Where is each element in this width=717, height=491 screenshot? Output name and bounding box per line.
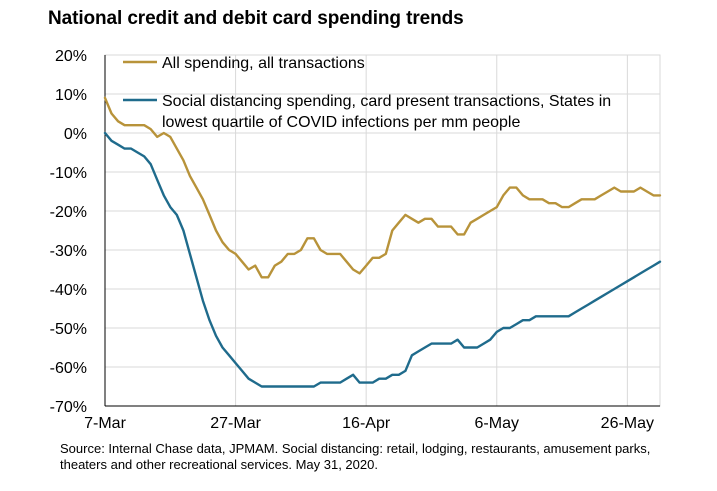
chart-title: National credit and debit card spending … — [48, 8, 464, 29]
y-tick-label: 0% — [64, 126, 87, 143]
y-tick-label: -60% — [50, 360, 87, 377]
y-tick-label: -50% — [50, 321, 87, 338]
series-line-social-distancing — [103, 131, 662, 388]
legend-label-social-distancing: Social distancing spending, card present… — [162, 93, 611, 131]
legend: All spending, all transactions Social dis… — [123, 55, 611, 131]
source-note: Source: Internal Chase data, JPMAM. Soci… — [60, 441, 651, 472]
y-tick-label: -70% — [50, 399, 87, 416]
series-lines — [103, 96, 662, 388]
series-line-all-spending — [103, 96, 662, 279]
y-tick-label: 20% — [55, 48, 87, 65]
y-tick-label: -30% — [50, 243, 87, 260]
x-axis: 7-Mar 27-Mar 16-Apr 6-May 26-May — [84, 405, 660, 432]
x-tick-label: 7-Mar — [84, 415, 126, 432]
legend-label-all-spending: All spending, all transactions — [162, 55, 365, 72]
legend-label-line: Social distancing spending, card present… — [162, 93, 611, 110]
y-tick-label: -40% — [50, 282, 87, 299]
x-tick-label: 16-Apr — [342, 415, 391, 432]
x-tick-label: 26-May — [601, 415, 654, 432]
y-tick-label: -20% — [50, 204, 87, 221]
legend-label-line: lowest quartile of COVID infections per … — [162, 114, 520, 131]
x-tick-label: 6-May — [475, 415, 519, 432]
y-tick-label: 10% — [55, 87, 87, 104]
y-axis: 20% 10% 0% -10% -20% -30% -40% -50% -60% -70% — [50, 48, 106, 416]
y-tick-label: -10% — [50, 165, 87, 182]
x-tick-label: 27-Mar — [210, 415, 261, 432]
